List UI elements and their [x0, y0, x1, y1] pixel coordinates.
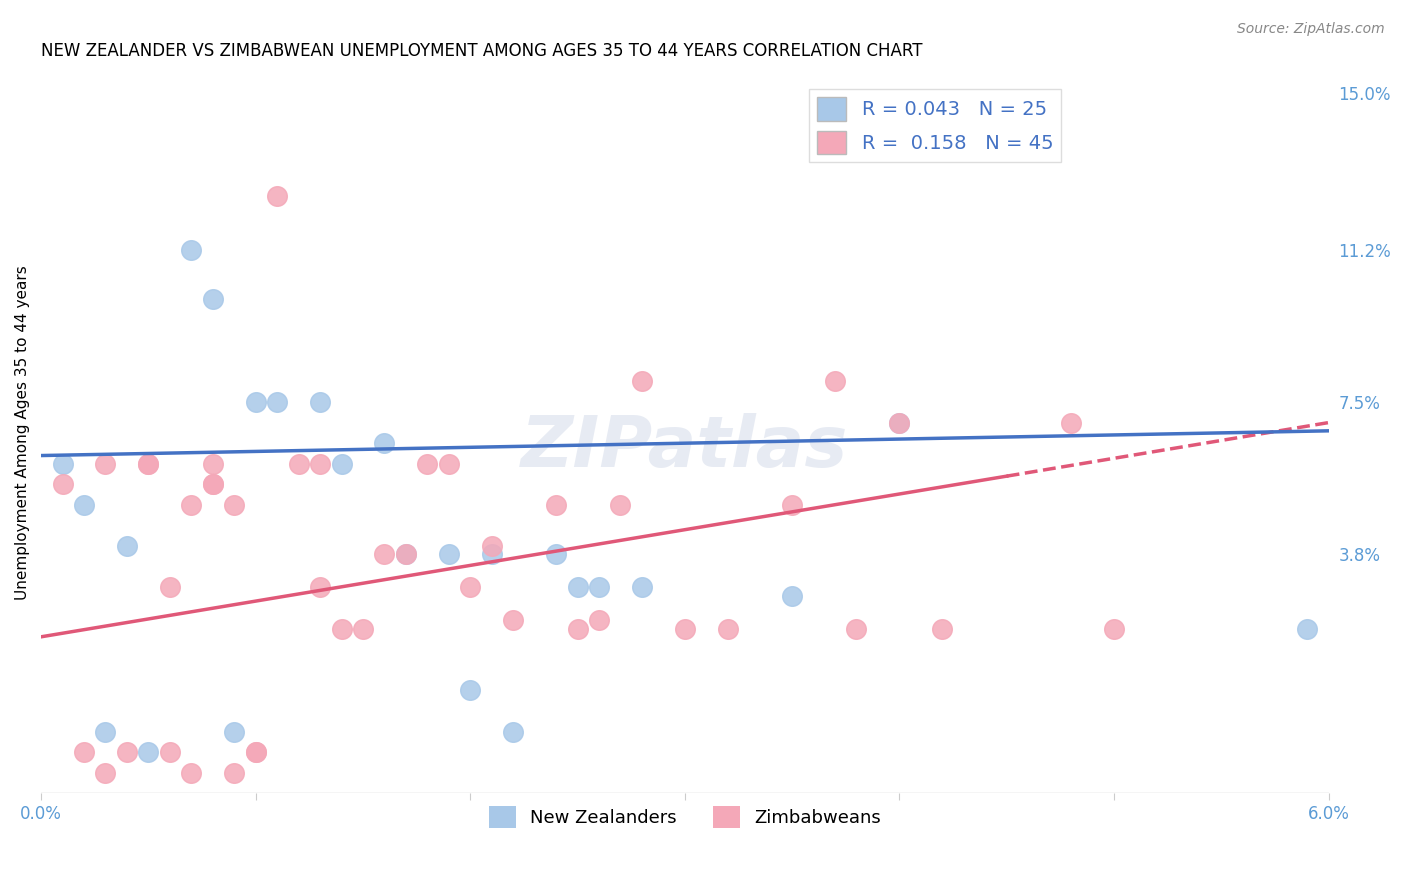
Point: [138, 745, 160, 759]
Point: [138, 457, 160, 471]
Point: [395, 548, 418, 562]
Point: [931, 622, 953, 636]
Point: [201, 477, 224, 491]
Point: [180, 243, 202, 257]
Point: [588, 580, 610, 594]
Point: [1102, 622, 1125, 636]
Point: [52, 477, 75, 491]
Text: NEW ZEALANDER VS ZIMBABWEAN UNEMPLOYMENT AMONG AGES 35 TO 44 YEARS CORRELATION C: NEW ZEALANDER VS ZIMBABWEAN UNEMPLOYMENT…: [41, 42, 922, 60]
Point: [266, 395, 288, 409]
Point: [373, 548, 395, 562]
Point: [481, 548, 503, 562]
Point: [458, 580, 481, 594]
Point: [159, 580, 181, 594]
Point: [73, 498, 96, 512]
Point: [780, 589, 803, 603]
Point: [437, 457, 460, 471]
Point: [780, 498, 803, 512]
Text: ZIPatlas: ZIPatlas: [522, 413, 848, 482]
Point: [567, 622, 589, 636]
Point: [266, 189, 288, 203]
Point: [673, 622, 696, 636]
Point: [201, 477, 224, 491]
Point: [115, 745, 138, 759]
Point: [416, 457, 439, 471]
Point: [717, 622, 740, 636]
Point: [330, 622, 353, 636]
Point: [1296, 622, 1319, 636]
Point: [889, 416, 911, 430]
Point: [546, 548, 568, 562]
Point: [631, 375, 654, 389]
Point: [94, 765, 117, 780]
Point: [309, 395, 332, 409]
Y-axis label: Unemployment Among Ages 35 to 44 years: Unemployment Among Ages 35 to 44 years: [15, 266, 30, 600]
Point: [588, 613, 610, 627]
Point: [224, 724, 246, 739]
Point: [824, 375, 846, 389]
Point: [609, 498, 631, 512]
Point: [309, 580, 332, 594]
Point: [138, 457, 160, 471]
Point: [224, 765, 246, 780]
Point: [73, 745, 96, 759]
Point: [245, 395, 267, 409]
Point: [245, 745, 267, 759]
Point: [502, 613, 524, 627]
Point: [52, 457, 75, 471]
Point: [567, 580, 589, 594]
Point: [458, 683, 481, 698]
Point: [437, 548, 460, 562]
Point: [352, 622, 374, 636]
Point: [201, 292, 224, 306]
Point: [889, 416, 911, 430]
Point: [1060, 416, 1083, 430]
Point: [631, 580, 654, 594]
Point: [481, 539, 503, 553]
Point: [180, 765, 202, 780]
Point: [373, 436, 395, 450]
Point: [330, 457, 353, 471]
Point: [201, 457, 224, 471]
Point: [115, 539, 138, 553]
Point: [546, 498, 568, 512]
Point: [395, 548, 418, 562]
Point: [245, 745, 267, 759]
Point: [224, 498, 246, 512]
Text: Source: ZipAtlas.com: Source: ZipAtlas.com: [1237, 22, 1385, 37]
Point: [845, 622, 868, 636]
Point: [309, 457, 332, 471]
Point: [502, 724, 524, 739]
Legend: New Zealanders, Zimbabweans: New Zealanders, Zimbabweans: [481, 798, 889, 835]
Point: [94, 457, 117, 471]
Point: [159, 745, 181, 759]
Point: [287, 457, 309, 471]
Point: [180, 498, 202, 512]
Point: [94, 724, 117, 739]
